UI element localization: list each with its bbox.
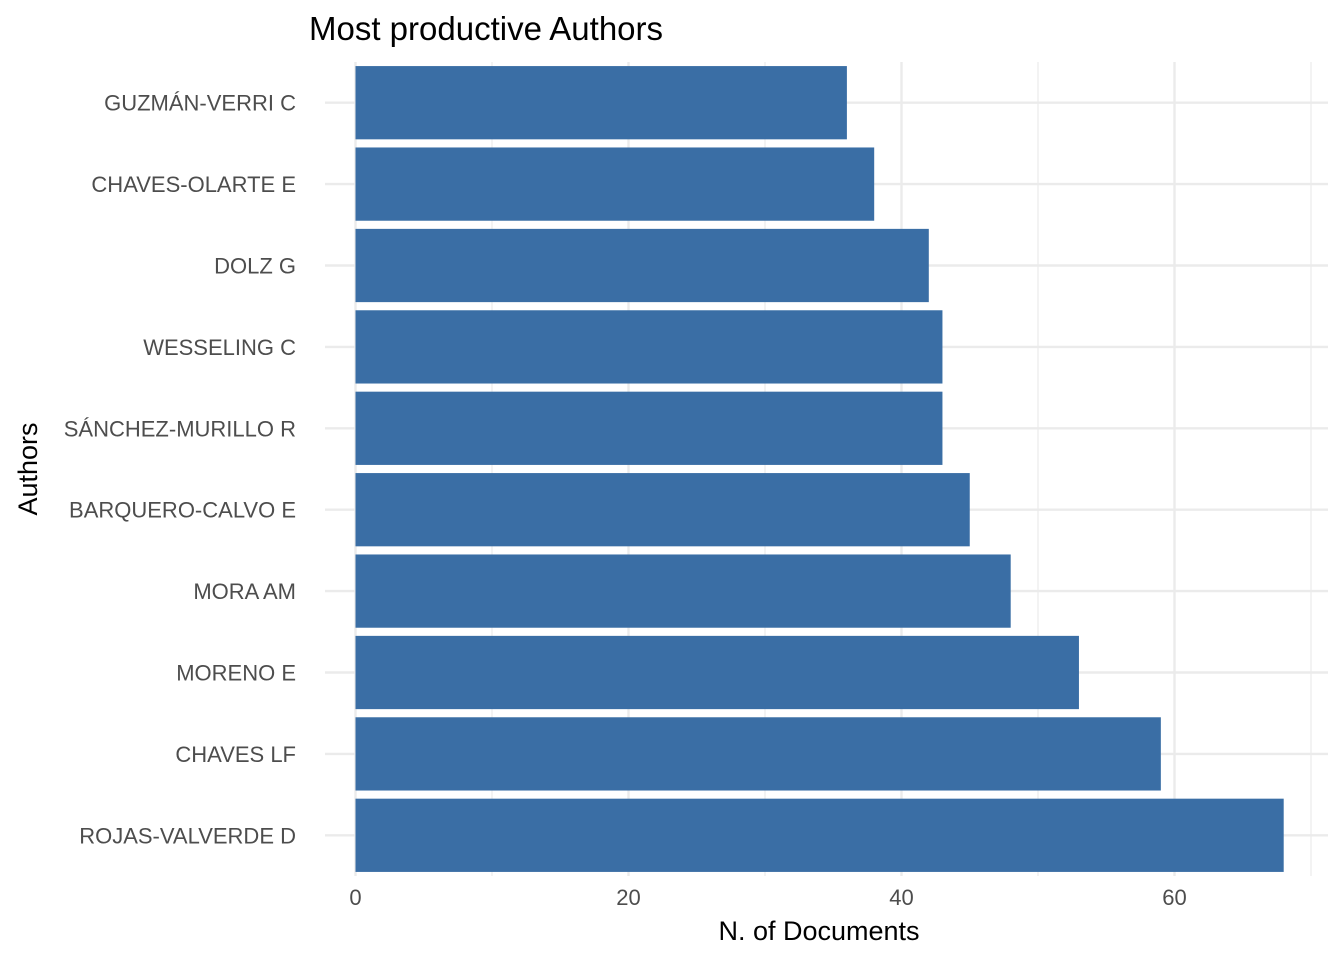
y-tick-label: DOLZ G <box>214 254 296 279</box>
y-tick-label: MORENO E <box>176 661 296 686</box>
x-tick-label: 20 <box>616 885 640 910</box>
bar <box>355 391 943 465</box>
y-tick-label: MORA AM <box>193 579 296 604</box>
y-tick-label: CHAVES LF <box>175 742 296 767</box>
y-tick-label: GUZMÁN-VERRI C <box>104 91 296 116</box>
y-axis-tick-labels: GUZMÁN-VERRI C CHAVES-OLARTE E DOLZ G WESSE… <box>64 91 296 849</box>
y-tick-label: WESSELING C <box>143 335 296 360</box>
bar <box>355 228 929 303</box>
y-tick-label: CHAVES-OLARTE E <box>91 172 296 197</box>
x-tick-label: 0 <box>349 885 361 910</box>
y-tick-label: ROJAS-VALVERDE D <box>79 823 296 848</box>
bar <box>355 310 943 384</box>
y-axis-title: Authors <box>13 422 43 515</box>
x-tick-label: 40 <box>889 885 913 910</box>
bar <box>355 473 970 547</box>
y-tick-label: BARQUERO-CALVO E <box>69 498 296 523</box>
bar <box>355 554 1011 628</box>
y-tick-label: SÁNCHEZ-MURILLO R <box>64 416 296 441</box>
bar <box>355 717 1161 791</box>
bars <box>355 66 1284 872</box>
chart-title: Most productive Authors <box>309 10 663 47</box>
x-axis-tick-labels: 0 20 40 60 <box>349 885 1186 910</box>
x-tick-label: 60 <box>1162 885 1186 910</box>
bar <box>355 66 847 140</box>
x-axis-title: N. of Documents <box>718 916 919 946</box>
bar <box>355 635 1079 710</box>
bar <box>355 147 875 221</box>
bar <box>355 798 1284 872</box>
